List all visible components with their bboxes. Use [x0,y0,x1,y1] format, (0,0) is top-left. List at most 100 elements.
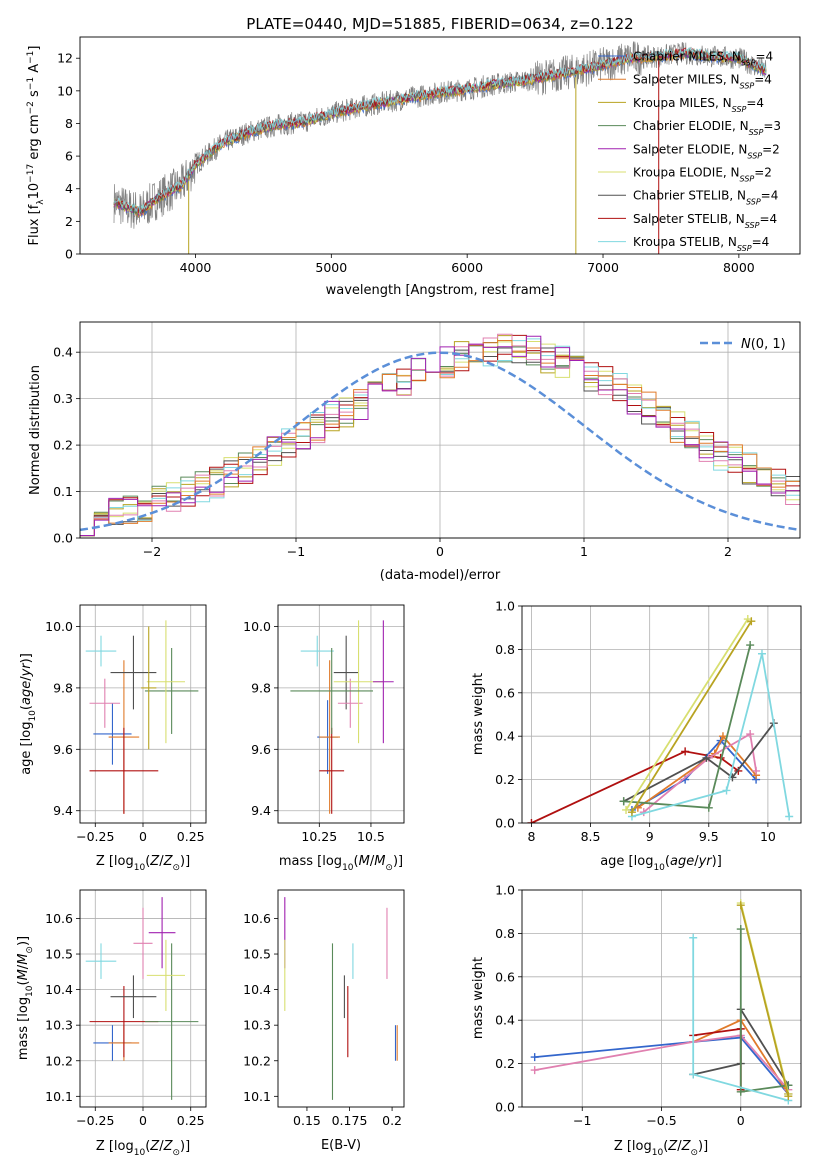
x-tick-label: 2 [724,544,732,559]
y-tick-label: 0.2 [495,1056,515,1071]
y-tick-label: 9.6 [251,742,271,757]
x-tick-label: −0.5 [646,1113,676,1128]
y-tick-label: 9.8 [53,680,73,695]
y-tick-label: 10 [57,83,73,98]
x-tick-label: 0 [737,1113,745,1128]
weight-line [637,734,757,809]
x-tick-label: 0 [139,829,147,844]
weight-line [643,732,757,813]
axes-frame [79,604,207,824]
x-axis-label: Z [log10(Z/Z⊙)] [96,1139,190,1158]
x-tick-label: 0.2 [382,1113,402,1128]
y-tick-label: 10.5 [243,947,271,962]
weight-marker [785,812,794,821]
weight-marker [746,730,755,739]
y-tick-label: 0.3 [53,391,73,406]
y-tick-label: 0.6 [495,685,515,700]
y-tick-label: 0.6 [495,969,515,984]
weight-marker [702,753,711,762]
weight-marker [527,819,536,823]
y-tick-label: 9.8 [251,680,271,695]
y-tick-label: 6 [65,149,73,164]
x-tick-label: 5000 [315,260,347,275]
x-tick-label: 10 [760,829,776,844]
legend-label: Chabrier STELIB, NSSP=4 [633,189,778,207]
legend-label: Chabrier MILES, NSSP=4 [633,50,773,68]
x-tick-label: 0.25 [177,829,205,844]
x-axis-label: Z [log10(Z/Z⊙)] [96,854,190,873]
y-tick-label: 9.4 [251,803,271,818]
weight-marker [619,797,628,806]
y-tick-label: 0.2 [495,772,515,787]
x-tick-label: 0 [139,1113,147,1128]
axes-frame [277,889,405,1108]
y-tick-label: 10.2 [45,1053,73,1068]
weight-marker [736,901,745,910]
x-tick-label: −1 [573,1113,591,1128]
legend-label: N(0, 1) [741,337,786,352]
chart-mass-weight-vs-age: 8 8.5 9 9.5 10 0.0 0.2 0.4 0.6 0.8 1.0 age [log10(a… [471,599,802,873]
weight-marker [681,747,690,756]
age-vs-mass-plot-area [290,620,394,814]
age-vs-Z-plot-area [85,620,199,814]
weight-marker [689,933,698,942]
x-axis-label: mass [log10(M/M⊙)] [279,854,403,873]
x-tick-label: 10.5 [357,829,385,844]
y-tick-label: 10.0 [45,619,73,634]
x-tick-label: 4000 [180,260,212,275]
weight-marker [530,1066,539,1075]
y-tick-label: 10.1 [243,1089,271,1104]
y-tick-label: 0.8 [495,926,515,941]
weight-marker [746,641,755,650]
weight-line [739,904,790,1097]
weight-marker [747,617,756,626]
y-tick-label: 0.4 [495,729,515,744]
y-axis-label: mass [log10(M/M⊙)] [16,936,35,1060]
x-tick-label: 8000 [723,260,755,275]
y-axis-label: mass weight [471,957,486,1039]
y-tick-label: 0.0 [495,1100,515,1115]
x-tick-label: −1 [287,544,305,559]
x-tick-label: 9.5 [699,829,719,844]
x-axis-label: Z [log10(Z/Z⊙)] [614,1139,708,1158]
y-tick-label: 0.2 [53,438,73,453]
weight-marker [627,808,636,817]
weight-marker [722,786,731,795]
weight-marker [689,1070,698,1079]
mass-weight-vs-age-plot-area [527,615,794,823]
axes-frame [79,321,801,539]
y-tick-label: 0 [65,247,73,262]
chart-mass-weight-vs-Z: −1 −0.5 0 0.0 0.2 0.4 0.6 0.8 1.0 Z [log10(Z/Z⊙)]… [471,883,802,1158]
hist-plot-area [80,333,800,538]
y-axis-label: mass weight [471,673,486,755]
chart-mass-vs-Z: −0.25 0 0.25 10.1 10.2 10.3 10.4 10.5 10.6 Z [log… [16,889,207,1158]
x-tick-label: 7000 [587,260,619,275]
x-tick-label: 0.175 [332,1113,368,1128]
legend-label: Salpeter ELODIE, NSSP=2 [633,142,780,160]
weight-line [534,1034,789,1091]
weight-marker [752,766,761,775]
y-axis-label: Normed distribution [28,365,43,495]
y-tick-label: 9.6 [53,742,73,757]
spectrum-model-line [113,47,767,213]
y-tick-label: 10.2 [243,1053,271,1068]
axes-frame [277,604,405,824]
y-tick-label: 10.0 [243,619,271,634]
x-tick-label: 1 [580,544,588,559]
x-tick-label: 8.5 [581,829,601,844]
chart-mass-vs-ebv: 0.15 0.175 0.2 10.1 10.2 10.3 10.4 10.5 10.6 E(B-… [243,889,405,1153]
chart-age-vs-mass: 10.25 10.5 9.4 9.6 9.8 10.0 mass [log10(M/M⊙)] [243,604,405,873]
weight-line [631,653,791,818]
x-tick-label: 6000 [451,260,483,275]
y-tick-label: 10.5 [45,947,73,962]
y-tick-label: 10.4 [243,982,271,997]
x-tick-label: 9 [646,829,654,844]
y-tick-label: 10.1 [45,1089,73,1104]
weight-marker [757,649,766,658]
chart-age-vs-Z: −0.25 0 0.25 9.4 9.6 9.8 10.0 Z [log10(Z/Z⊙)] ag… [19,604,207,873]
x-axis-label: age [log10(age/yr)] [600,854,722,873]
y-tick-label: 0.4 [495,1013,515,1028]
legend-label: Kroupa ELODIE, NSSP=2 [633,166,772,184]
mass-vs-Z-plot-area [85,897,199,1100]
